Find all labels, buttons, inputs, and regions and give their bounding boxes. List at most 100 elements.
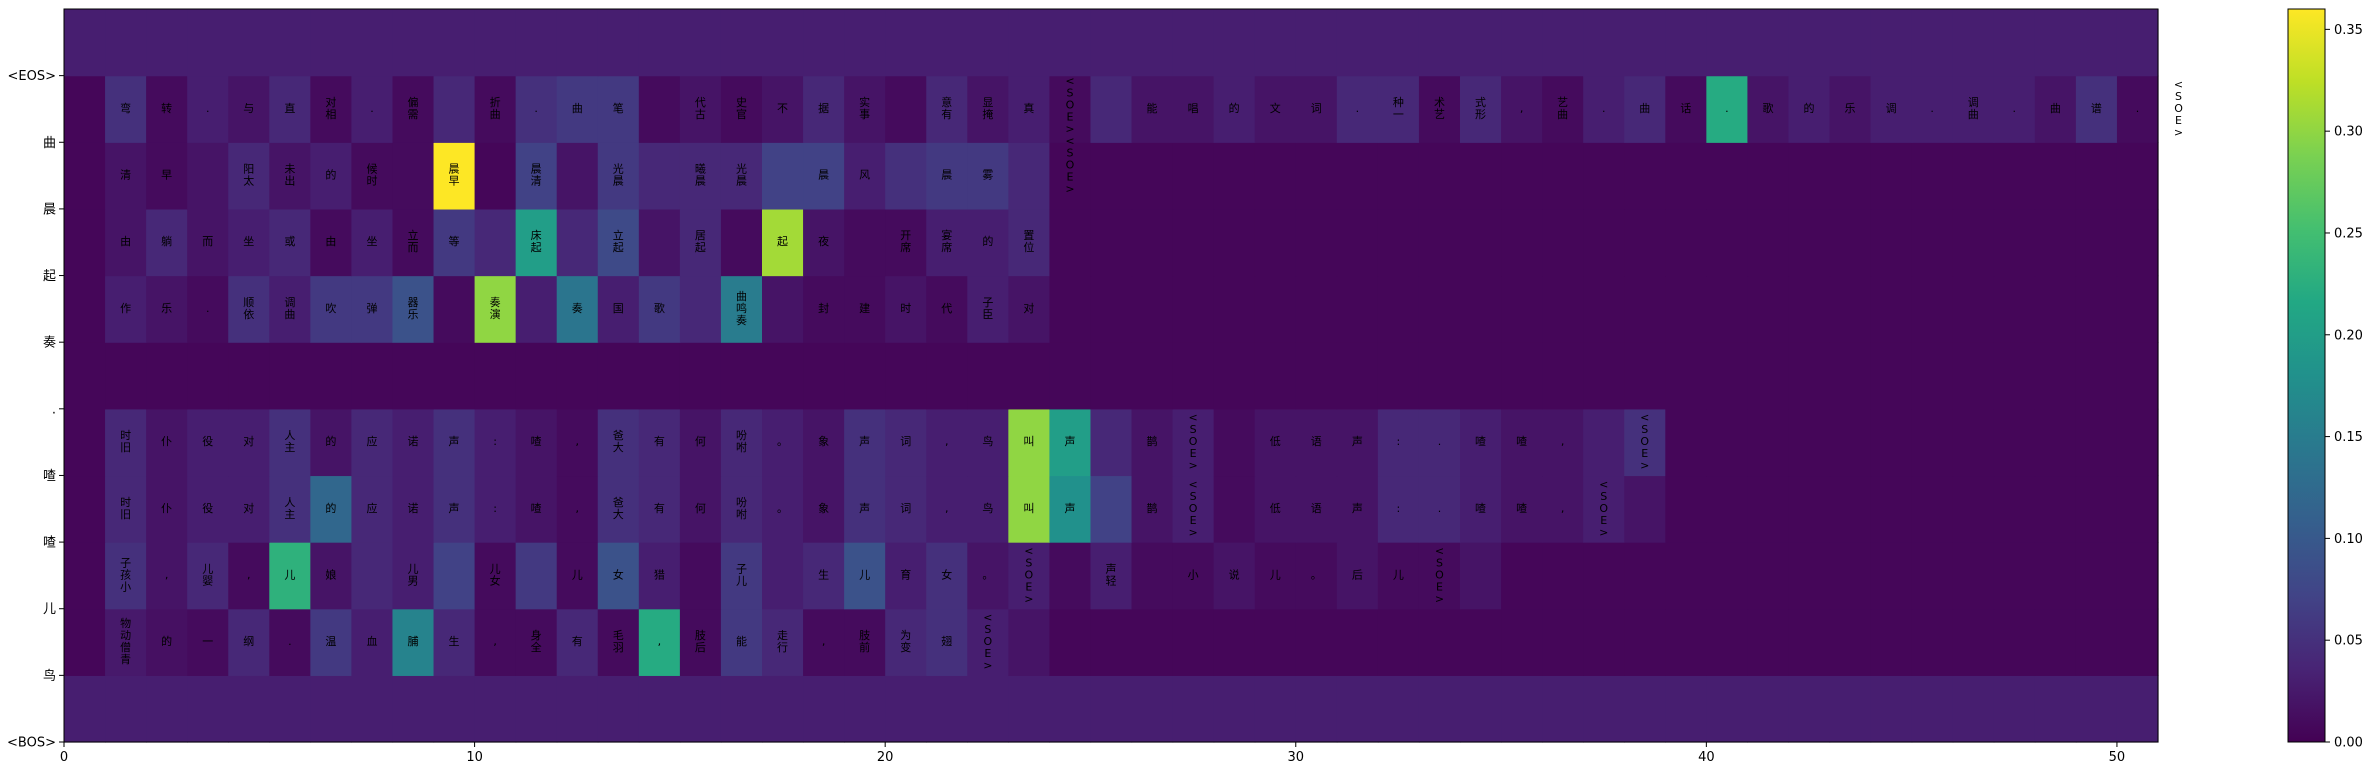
heatmap-cell — [803, 142, 845, 210]
heatmap-cell — [1829, 542, 1872, 610]
heatmap-cell — [1829, 142, 1872, 210]
heatmap-cell — [1008, 542, 1051, 610]
cell-token-label: 女 — [941, 567, 952, 581]
heatmap-cell — [2075, 9, 2118, 77]
heatmap-cell — [844, 142, 886, 210]
heatmap-cell — [1911, 275, 1954, 343]
heatmap-cell — [1460, 608, 1502, 676]
cell-token-label: 儿 — [284, 568, 295, 581]
heatmap-cell — [1254, 75, 1297, 143]
heatmap-cell — [679, 142, 722, 210]
cell-token-label: : — [1397, 502, 1401, 515]
heatmap-cell — [1254, 342, 1297, 410]
heatmap-cell — [310, 208, 353, 277]
heatmap-cell — [1377, 542, 1420, 610]
heatmap-cell — [885, 475, 927, 543]
token-labels: 物动僧青的一纲. 温血脯生, 身全有毛羽, 肢后能走行, 肢前为变 翅< S O E >子孩小, 儿… — [120, 75, 2183, 672]
heatmap-cell — [1952, 675, 1995, 743]
cell-token-label: 光晨 — [613, 162, 624, 188]
heatmap-cell — [679, 9, 722, 77]
heatmap-cell — [1377, 142, 1420, 210]
heatmap-cell — [1336, 542, 1379, 610]
y-tick-label: 曲 — [43, 136, 56, 151]
heatmap-cell — [474, 275, 517, 343]
heatmap-cell — [844, 542, 886, 610]
heatmap-cell — [1952, 542, 1995, 610]
heatmap-cell — [2116, 675, 2159, 743]
heatmap-cell — [187, 342, 229, 410]
cell-token-label: 雾 — [982, 169, 993, 182]
heatmap-cell — [1460, 275, 1502, 343]
cell-token-label: 有 — [572, 634, 583, 648]
heatmap-cell — [1911, 675, 1954, 743]
heatmap-cell — [105, 542, 147, 610]
heatmap-cell — [269, 542, 311, 610]
heatmap-cell — [1172, 342, 1215, 410]
heatmap-cell — [310, 142, 353, 210]
heatmap-cell — [515, 475, 558, 543]
heatmap-cell — [1624, 142, 1666, 210]
heatmap-cell — [1870, 675, 1913, 743]
heatmap-cell — [1213, 608, 1256, 676]
cell-token-label: 的 — [325, 501, 336, 515]
heatmap-cell — [1377, 9, 1420, 77]
heatmap-cell — [1706, 142, 1749, 210]
heatmap-cell — [1377, 408, 1420, 477]
heatmap-cell — [64, 542, 106, 610]
heatmap-cell — [515, 275, 558, 343]
heatmap-cell — [1172, 9, 1215, 77]
heatmap-cell — [1993, 408, 2036, 477]
heatmap-cell — [64, 342, 106, 410]
heatmap-cell — [967, 9, 1009, 77]
cell-token-label: 坐 — [366, 235, 377, 248]
heatmap-cell — [1418, 408, 1461, 477]
heatmap-cell — [679, 408, 722, 477]
heatmap-cell — [1377, 342, 1420, 410]
heatmap-cell — [1788, 208, 1831, 277]
heatmap-cell — [1870, 9, 1913, 77]
heatmap-cell — [967, 142, 1009, 210]
cell-token-label: 起 — [777, 235, 788, 248]
cell-token-label: < S O E > — [2174, 78, 2183, 139]
cell-token-label: 声 — [1352, 434, 1363, 448]
y-tick-label: 起 — [43, 269, 56, 284]
heatmap-cell — [515, 408, 558, 477]
cell-token-label: 床起 — [531, 228, 542, 254]
heatmap-cell — [926, 275, 968, 343]
heatmap-cell — [2075, 675, 2118, 743]
heatmap-cell — [1993, 9, 2036, 77]
heatmap-cell — [1213, 342, 1256, 410]
heatmap-cell — [2034, 208, 2077, 277]
heatmap-cell — [1829, 675, 1872, 743]
heatmap-cell — [1049, 208, 1092, 277]
heatmap-cell — [1213, 142, 1256, 210]
heatmap-cell — [1254, 475, 1297, 543]
heatmap-cell — [515, 9, 558, 77]
heatmap-cells — [64, 9, 2159, 743]
heatmap-cell — [474, 608, 517, 676]
heatmap-cell — [515, 542, 558, 610]
heatmap-cell — [1418, 342, 1461, 410]
cell-token-label: . — [2013, 102, 2017, 115]
heatmap-cell — [1008, 342, 1051, 410]
heatmap-cell — [926, 9, 968, 77]
cell-token-label: 鸟 — [982, 501, 993, 515]
heatmap-cell — [1460, 542, 1502, 610]
cell-token-label: 文 — [1270, 101, 1281, 115]
heatmap-cell — [803, 208, 845, 277]
heatmap-cell — [1008, 608, 1051, 676]
heatmap-cell — [1624, 608, 1666, 676]
heatmap-cell — [1993, 475, 2036, 543]
heatmap-cell — [597, 275, 640, 343]
heatmap-cell — [844, 608, 886, 676]
heatmap-cell — [1254, 675, 1297, 743]
heatmap-cell — [310, 675, 353, 743]
heatmap-cell — [1295, 275, 1338, 343]
cell-token-label: 曲 — [2050, 102, 2061, 115]
heatmap-cell — [1377, 475, 1420, 543]
heatmap-cell — [1295, 9, 1338, 77]
heatmap-cell — [146, 275, 188, 343]
cell-token-label: < S O E > — [1189, 478, 1198, 539]
heatmap-cell — [803, 675, 845, 743]
heatmap-cell — [64, 608, 106, 676]
